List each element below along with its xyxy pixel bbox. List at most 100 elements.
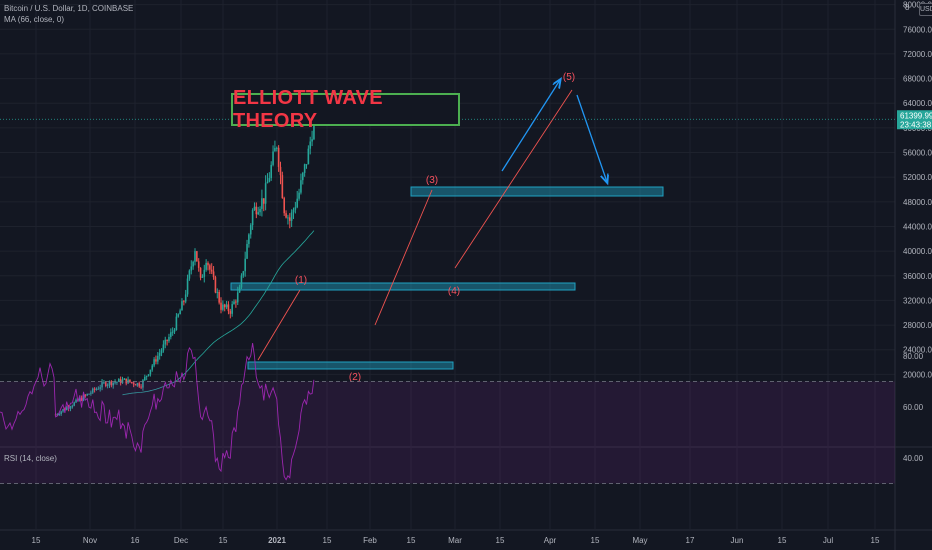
candle-body bbox=[223, 304, 226, 308]
candle-body bbox=[91, 388, 94, 393]
price-tick-label: 64000.00 bbox=[903, 99, 932, 108]
candle-body bbox=[244, 258, 246, 272]
time-tick-label: 15 bbox=[407, 536, 416, 545]
sr-zone bbox=[230, 282, 576, 291]
candle-body bbox=[162, 344, 165, 351]
sr-zone bbox=[247, 361, 454, 370]
trend-lines bbox=[257, 80, 607, 361]
candle-body bbox=[303, 164, 306, 173]
candle-body bbox=[242, 271, 245, 276]
moving-average-series bbox=[122, 230, 315, 396]
candle-body bbox=[288, 217, 291, 221]
time-tick-label: May bbox=[632, 536, 647, 545]
candle-body bbox=[272, 151, 274, 165]
candle-body bbox=[199, 267, 202, 278]
rsi-legend[interactable]: RSI (14, close) bbox=[4, 454, 57, 463]
candle-body bbox=[275, 147, 278, 149]
candle-body bbox=[207, 262, 209, 266]
candle-body bbox=[130, 381, 133, 383]
wave5-trendline bbox=[454, 89, 573, 269]
candle-body bbox=[125, 378, 128, 384]
wave-labels: (1) (2) (3) (4) (5) bbox=[295, 72, 575, 383]
candle-body bbox=[220, 302, 222, 310]
candle-body bbox=[151, 365, 154, 370]
price-tag-value: 61399.99 bbox=[900, 111, 932, 120]
candle-body bbox=[210, 269, 213, 272]
time-tick-label: Apr bbox=[544, 536, 557, 545]
time-tick-label: 2021 bbox=[268, 536, 286, 545]
candle-body bbox=[95, 388, 98, 390]
sr-zone bbox=[410, 186, 664, 197]
candle-body bbox=[251, 210, 254, 226]
candle-body bbox=[248, 234, 250, 244]
ma-legend[interactable]: MA (66, close, 0) bbox=[4, 15, 65, 24]
price-tick-label: 52000.00 bbox=[903, 173, 932, 182]
candle-body bbox=[144, 376, 146, 381]
candle-body bbox=[268, 178, 271, 182]
candle-body bbox=[80, 398, 83, 401]
time-tick-label: 15 bbox=[591, 536, 600, 545]
candle-body bbox=[177, 314, 180, 317]
candle-body bbox=[106, 384, 109, 387]
candle-body bbox=[294, 207, 297, 210]
symbol-legend[interactable]: Bitcoin / U.S. Dollar, 1D, COINBASE bbox=[4, 4, 134, 13]
wave-label-2: (2) bbox=[349, 372, 361, 383]
time-axis[interactable]: 15 Nov 16 Dec 15 2021 15 Feb 15 Mar 15 Apr 15 May 17 Ju… bbox=[32, 536, 880, 545]
rsi-tick-label: 80.00 bbox=[903, 352, 924, 361]
candle-body bbox=[108, 381, 111, 385]
candle-body bbox=[183, 301, 185, 303]
candle-body bbox=[287, 217, 289, 219]
rsi-band bbox=[0, 381, 895, 484]
candle-body bbox=[253, 206, 256, 211]
elliott-title: ELLIOTT WAVE THEORY bbox=[233, 86, 383, 132]
candle-body bbox=[255, 206, 258, 215]
candle-body bbox=[214, 277, 217, 293]
candle-body bbox=[249, 225, 252, 235]
candle-body bbox=[212, 271, 215, 278]
candle-body bbox=[123, 378, 126, 380]
candle-body bbox=[104, 382, 107, 387]
price-tick-label: 20000.00 bbox=[903, 370, 932, 379]
candle-body bbox=[201, 276, 204, 278]
currency-badge[interactable]: USD bbox=[919, 3, 932, 16]
candle-body bbox=[186, 278, 189, 295]
candle-body bbox=[75, 399, 77, 403]
candle-body bbox=[300, 180, 302, 193]
candle-body bbox=[110, 381, 113, 386]
candle-body bbox=[261, 198, 263, 209]
wave-label-5: (5) bbox=[563, 72, 575, 83]
candle-body bbox=[160, 350, 163, 354]
time-tick-label: Mar bbox=[448, 536, 462, 545]
candle-body bbox=[292, 209, 295, 213]
wave-label-3: (3) bbox=[426, 175, 438, 186]
candle-body bbox=[301, 172, 304, 181]
candle-body bbox=[134, 384, 137, 386]
candle-body bbox=[222, 304, 224, 310]
price-tick-label: 48000.00 bbox=[903, 198, 932, 207]
candle-body bbox=[175, 316, 178, 330]
price-tick-label: 80000.00 bbox=[903, 1, 932, 10]
price-axis-top-partial: 8 bbox=[905, 3, 910, 12]
price-tick-label: 68000.00 bbox=[903, 75, 932, 84]
candle-body bbox=[188, 270, 191, 279]
candle-body bbox=[90, 392, 92, 394]
candle-body bbox=[84, 395, 87, 397]
candle-body bbox=[190, 266, 193, 271]
candle-body bbox=[283, 198, 286, 214]
candle-body bbox=[229, 311, 232, 314]
price-tick-label: 28000.00 bbox=[903, 321, 932, 330]
candle-body bbox=[313, 119, 315, 140]
time-tick-label: Dec bbox=[174, 536, 188, 545]
price-tag bbox=[897, 110, 932, 130]
price-tick-label: 40000.00 bbox=[903, 247, 932, 256]
candle-body bbox=[274, 148, 276, 152]
candle-body bbox=[225, 304, 228, 308]
candle-body bbox=[78, 398, 81, 401]
candle-body bbox=[257, 212, 259, 215]
candle-body bbox=[197, 261, 200, 268]
candle-body bbox=[164, 339, 167, 345]
ma-line bbox=[122, 230, 315, 396]
candle-body bbox=[116, 381, 118, 383]
candle-body bbox=[138, 383, 141, 387]
